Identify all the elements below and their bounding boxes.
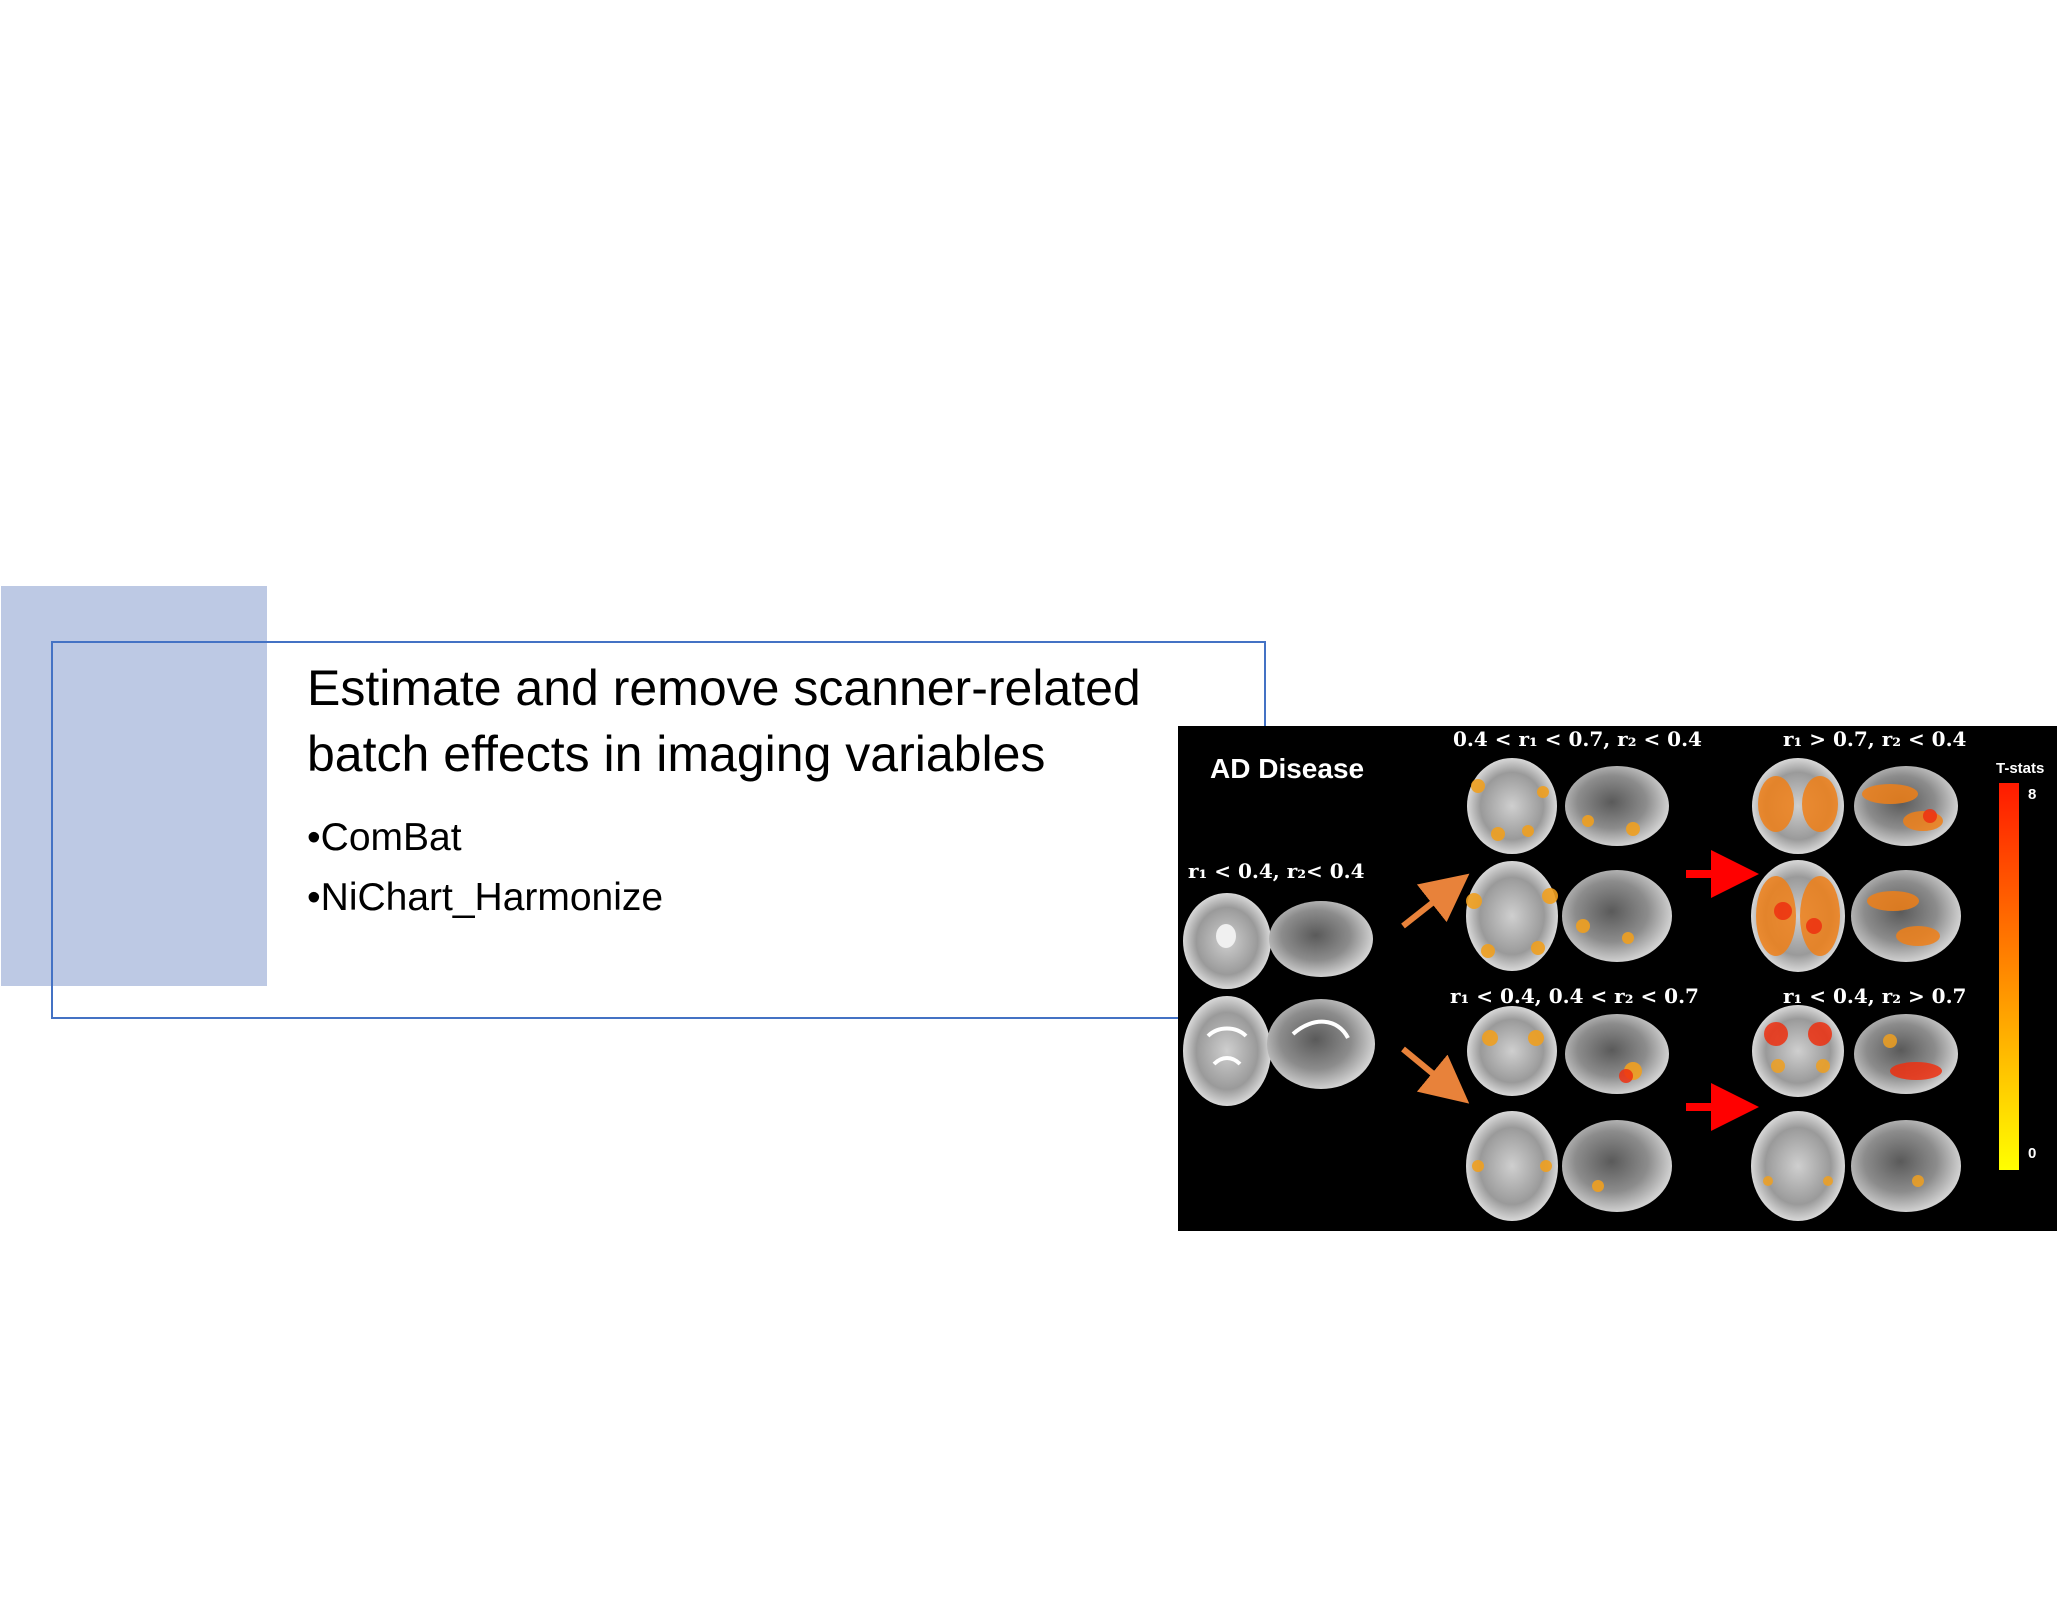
bottom-right-sagittal-upper (1854, 1014, 1958, 1094)
arrow-to-top-middle (1401, 873, 1470, 929)
label-baseline: r₁ < 0.4, r₂< 0.4 (1188, 859, 1365, 883)
top-middle-axial-upper (1467, 758, 1557, 854)
bullet-combat: ComBat (307, 808, 663, 868)
label-top-middle: 0.4 < r₁ < 0.7, r₂ < 0.4 (1453, 727, 1702, 751)
top-middle-axial-lower (1466, 861, 1558, 971)
baseline-corpus-callosum (1291, 1019, 1350, 1040)
top-middle-sagittal-lower (1562, 870, 1672, 962)
brain-map-figure: AD Disease r₁ < 0.4, r₂< 0.4 0.4 < r₁ < … (1178, 726, 2057, 1231)
bullet-nichart-harmonize: NiChart_Harmonize (307, 868, 663, 928)
bottom-middle-axial-upper (1467, 1006, 1557, 1096)
baseline-sagittal-lower (1267, 999, 1375, 1089)
bullet-list: ComBat NiChart_Harmonize (307, 808, 663, 928)
colorbar (1999, 783, 2019, 1170)
arrow-to-bottom-middle (1401, 1046, 1470, 1104)
baseline-sagittal-upper (1269, 901, 1373, 977)
figure-title: AD Disease (1210, 753, 1364, 784)
accent-block (1, 586, 267, 986)
bottom-middle-axial-lower (1466, 1111, 1558, 1221)
baseline-brain-group (1183, 893, 1375, 1106)
label-bottom-middle: r₁ < 0.4, 0.4 < r₂ < 0.7 (1450, 984, 1699, 1008)
baseline-brainstem (1216, 924, 1236, 948)
top-right-brain-group (1751, 758, 1961, 972)
bottom-right-brain-group (1751, 1005, 1961, 1221)
bottom-middle-sagittal-upper (1565, 1014, 1669, 1094)
top-middle-sagittal-upper (1565, 766, 1669, 846)
baseline-ventricles (1206, 1026, 1248, 1066)
top-right-sagittal-lower (1851, 870, 1961, 962)
bottom-right-sagittal-lower (1851, 1120, 1961, 1212)
baseline-axial-lower (1183, 996, 1271, 1106)
colorbar-max: 8 (2028, 786, 2036, 803)
top-middle-brain-group (1466, 758, 1672, 971)
colorbar-min: 0 (2028, 1145, 2036, 1162)
bottom-right-axial-upper (1752, 1005, 1844, 1097)
colorbar-label: T-stats (1996, 760, 2044, 777)
bottom-middle-brain-group (1466, 1006, 1672, 1221)
bottom-right-axial-lower (1751, 1111, 1845, 1221)
slide-title: Estimate and remove scanner-related batc… (307, 660, 1141, 782)
label-top-right: r₁ > 0.7, r₂ < 0.4 (1783, 727, 1967, 751)
top-right-sagittal-upper (1854, 766, 1958, 846)
label-bottom-right: r₁ < 0.4, r₂ > 0.7 (1783, 984, 1966, 1008)
bottom-middle-sagittal-lower (1562, 1120, 1672, 1212)
